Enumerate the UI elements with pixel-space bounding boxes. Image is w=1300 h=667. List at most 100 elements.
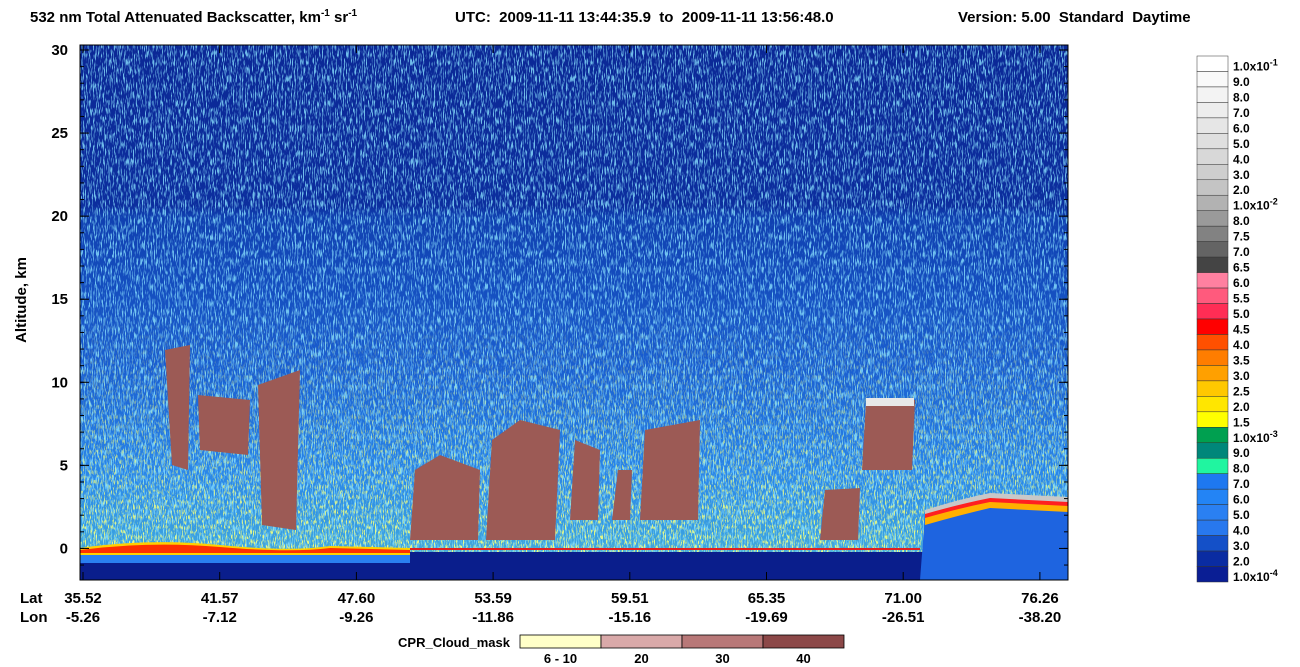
colorbar-label: 2.0 — [1233, 400, 1250, 414]
colorbar-label-text: 3.0 — [1233, 369, 1250, 383]
colorbar-label-sup: -3 — [1270, 429, 1278, 439]
colorbar-label-text: 8.0 — [1233, 462, 1250, 476]
colorbar-label-text: 5.0 — [1233, 137, 1250, 151]
cloud-mask-label: 30 — [715, 651, 729, 666]
colorbar-swatch — [1196, 303, 1229, 320]
lon-tick-label: -26.51 — [882, 609, 925, 626]
cloud-mask-label: 6 - 10 — [544, 651, 577, 666]
colorbar-label-text: 5.5 — [1233, 292, 1250, 306]
title-text: 532 nm Total Attenuated Backscatter, km — [30, 9, 321, 26]
colorbar-label: 6.0 — [1233, 493, 1250, 507]
colorbar-label: 1.0x10-1 — [1233, 57, 1278, 73]
lat-tick-label: 35.52 — [64, 590, 102, 607]
colorbar-label: 1.0x10-2 — [1233, 197, 1278, 213]
colorbar-label-text: 6.0 — [1233, 493, 1250, 507]
colorbar-swatch — [1196, 365, 1229, 382]
colorbar-swatch — [1196, 287, 1229, 304]
colorbar-swatch — [1196, 148, 1229, 165]
cloud-mask-swatch — [762, 634, 845, 649]
colorbar-label-text: 1.5 — [1233, 415, 1250, 429]
colorbar-label: 5.0 — [1233, 307, 1250, 321]
colorbar-label-sup: -4 — [1270, 568, 1278, 578]
lat-tick-label: 41.57 — [201, 590, 239, 607]
lon-label: Lon — [20, 609, 48, 626]
y-tick-label: 25 — [51, 125, 68, 142]
colorbar-swatch — [1196, 256, 1229, 273]
plot-frame — [79, 44, 1069, 581]
colorbar-label-text: 2.0 — [1233, 555, 1250, 569]
y-tick-label: 15 — [51, 291, 68, 308]
colorbar-label: 6.0 — [1233, 121, 1250, 135]
colorbar-swatch — [1196, 411, 1229, 428]
colorbar-label-text: 4.0 — [1233, 524, 1250, 538]
lon-tick-label: -7.12 — [203, 609, 237, 626]
colorbar-swatch — [1196, 473, 1229, 490]
lon-tick-label: -9.26 — [339, 609, 373, 626]
colorbar-label: 8.0 — [1233, 462, 1250, 476]
colorbar-swatch — [1196, 380, 1229, 397]
colorbar-swatch — [1196, 133, 1229, 150]
colorbar-label-text: 4.0 — [1233, 152, 1250, 166]
lon-tick-label: -38.20 — [1019, 609, 1062, 626]
colorbar-label-text: 9.0 — [1233, 446, 1250, 460]
colorbar-label: 4.0 — [1233, 152, 1250, 166]
lat-tick-label: 71.00 — [884, 590, 922, 607]
colorbar-label-text: 4.0 — [1233, 338, 1250, 352]
colorbar-label-text: 3.5 — [1233, 353, 1250, 367]
colorbar-label: 7.0 — [1233, 245, 1250, 259]
version: Version: 5.00 Standard Daytime — [958, 9, 1191, 26]
colorbar-label: 2.0 — [1233, 183, 1250, 197]
lon-tick-label: -5.26 — [66, 609, 100, 626]
lat-tick-label: 76.26 — [1021, 590, 1059, 607]
colorbar-label-text: 3.0 — [1233, 168, 1250, 182]
lat-tick-label: 65.35 — [748, 590, 786, 607]
colorbar-label-text: 9.0 — [1233, 75, 1250, 89]
cloud-mask-swatch — [600, 634, 683, 649]
colorbar-label: 3.0 — [1233, 369, 1250, 383]
colorbar-label-text: 1.0x10 — [1233, 570, 1270, 584]
colorbar-label: 1.0x10-4 — [1233, 568, 1278, 584]
y-axis-label: Altitude, km — [13, 257, 30, 343]
title-sup: -1 — [321, 8, 330, 19]
colorbar-swatch — [1196, 194, 1229, 211]
time-range: UTC: 2009-11-11 13:44:35.9 to 2009-11-11… — [455, 9, 834, 26]
colorbar-label: 1.0x10-3 — [1233, 429, 1278, 445]
colorbar-label-text: 7.0 — [1233, 245, 1250, 259]
colorbar-label: 1.5 — [1233, 415, 1250, 429]
colorbar-swatch — [1196, 349, 1229, 366]
cloud-mask-title: CPR_Cloud_mask — [398, 635, 511, 650]
colorbar-label: 7.5 — [1233, 230, 1250, 244]
colorbar-label-text: 2.0 — [1233, 400, 1250, 414]
backscatter-field — [80, 45, 1068, 580]
y-tick-label: 0 — [60, 540, 68, 557]
colorbar-label-sup: -2 — [1270, 197, 1278, 207]
colorbar-swatch — [1196, 210, 1229, 227]
colorbar-swatch — [1196, 488, 1229, 505]
cloud-mask-label: 40 — [796, 651, 810, 666]
title-sup: -1 — [348, 8, 357, 19]
colorbar-label-text: 3.0 — [1233, 539, 1250, 553]
colorbar-swatch — [1196, 396, 1229, 413]
colorbar-label: 8.0 — [1233, 90, 1250, 104]
colorbar-label: 5.5 — [1233, 292, 1250, 306]
colorbar-swatch — [1196, 457, 1229, 474]
colorbar-label-text: 5.0 — [1233, 508, 1250, 522]
colorbar-label-text: 7.0 — [1233, 477, 1250, 491]
colorbar-label: 6.0 — [1233, 276, 1250, 290]
colorbar-label: 4.0 — [1233, 338, 1250, 352]
colorbar-label: 3.5 — [1233, 353, 1250, 367]
colorbar-label: 4.0 — [1233, 524, 1250, 538]
colorbar-swatch — [1196, 550, 1229, 567]
lat-tick-label: 59.51 — [611, 590, 649, 607]
cloud-mask-swatch — [681, 634, 764, 649]
colorbar-swatch — [1196, 179, 1229, 196]
lon-tick-label: -11.86 — [472, 609, 514, 626]
colorbar-swatch — [1196, 504, 1229, 521]
colorbar-label-text: 8.0 — [1233, 90, 1250, 104]
lat-tick-label: 47.60 — [338, 590, 376, 607]
colorbar-label: 9.0 — [1233, 75, 1250, 89]
title-text: sr — [330, 9, 349, 26]
colorbar-label-text: 6.0 — [1233, 121, 1250, 135]
colorbar-swatch — [1196, 442, 1229, 459]
